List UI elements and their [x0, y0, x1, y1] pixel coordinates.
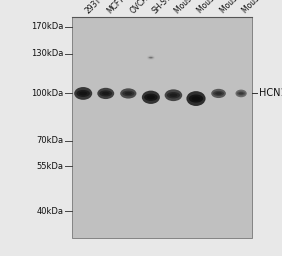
- Ellipse shape: [237, 91, 245, 95]
- Ellipse shape: [186, 91, 206, 106]
- Ellipse shape: [74, 87, 92, 100]
- Ellipse shape: [144, 94, 158, 101]
- Text: 130kDa: 130kDa: [31, 49, 63, 58]
- Ellipse shape: [79, 92, 87, 95]
- Ellipse shape: [148, 56, 154, 59]
- Text: OVCAR3: OVCAR3: [128, 0, 157, 15]
- Ellipse shape: [99, 90, 112, 97]
- Text: 293T: 293T: [83, 0, 103, 15]
- Text: 170kDa: 170kDa: [31, 22, 63, 31]
- Ellipse shape: [102, 92, 110, 95]
- Ellipse shape: [215, 92, 222, 95]
- Ellipse shape: [165, 89, 182, 101]
- Text: HCN1: HCN1: [259, 88, 282, 99]
- Text: 40kDa: 40kDa: [36, 207, 63, 216]
- Text: Mouse lung: Mouse lung: [241, 0, 279, 15]
- Ellipse shape: [239, 92, 244, 94]
- FancyBboxPatch shape: [72, 17, 252, 238]
- Text: Mouse eye: Mouse eye: [196, 0, 231, 15]
- Ellipse shape: [167, 92, 180, 99]
- Ellipse shape: [213, 91, 224, 96]
- Ellipse shape: [235, 90, 247, 97]
- Ellipse shape: [169, 93, 177, 97]
- Ellipse shape: [120, 88, 136, 99]
- Ellipse shape: [142, 91, 160, 104]
- Ellipse shape: [97, 88, 114, 99]
- Text: Mouse ovary: Mouse ovary: [219, 0, 259, 15]
- Ellipse shape: [211, 89, 226, 98]
- Ellipse shape: [149, 57, 153, 58]
- Text: MCF7: MCF7: [106, 0, 127, 15]
- Ellipse shape: [192, 96, 200, 101]
- Text: Mouse brain: Mouse brain: [173, 0, 213, 15]
- Ellipse shape: [147, 95, 155, 99]
- Ellipse shape: [147, 55, 155, 60]
- Ellipse shape: [76, 90, 90, 97]
- Text: SH-SY5Y: SH-SY5Y: [151, 0, 180, 15]
- Ellipse shape: [122, 91, 135, 96]
- Text: 100kDa: 100kDa: [31, 89, 63, 98]
- Ellipse shape: [125, 92, 132, 95]
- Text: 70kDa: 70kDa: [36, 136, 63, 145]
- Text: 55kDa: 55kDa: [36, 162, 63, 171]
- Ellipse shape: [189, 94, 203, 103]
